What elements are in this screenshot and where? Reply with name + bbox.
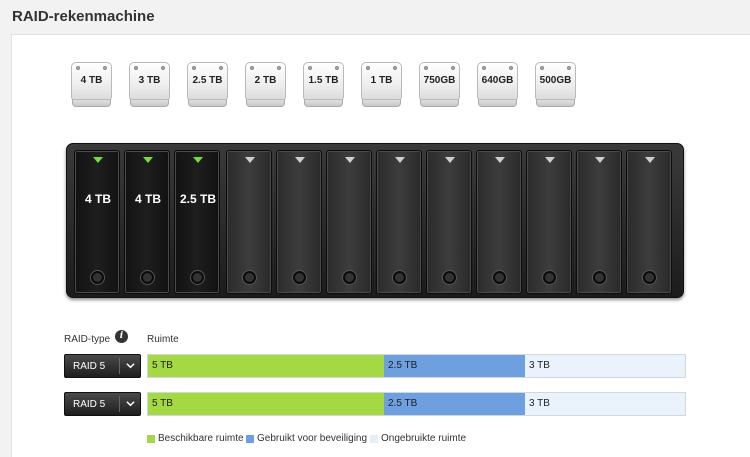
space-bar-2: 5 TB 2.5 TB 3 TB (147, 392, 686, 416)
unused-segment: 3 TB (525, 355, 685, 377)
drive-option-label: 1 TB (370, 75, 393, 86)
drive-option-label: 2 TB (254, 75, 277, 86)
drive-option-label: 640GB (481, 75, 514, 86)
legend-swatch (147, 435, 155, 443)
eject-button-icon (543, 271, 556, 284)
led-icon (645, 157, 655, 163)
drive-option-750gb[interactable]: 750GB (419, 62, 460, 108)
drive-bay-9[interactable] (476, 150, 522, 294)
raid-type-value: RAID 5 (73, 399, 106, 410)
led-icon (445, 157, 455, 163)
drive-bay-11[interactable] (576, 150, 622, 294)
drive-option-500gb[interactable]: 500GB (535, 62, 576, 108)
eject-button-icon (191, 271, 204, 284)
drive-option-2-5tb[interactable]: 2.5 TB (187, 62, 228, 108)
led-icon (295, 157, 305, 163)
drive-option-label: 750GB (423, 75, 456, 86)
drive-bay-6[interactable] (326, 150, 372, 294)
bay-drive-label: 4 TB (134, 192, 161, 206)
led-icon (495, 157, 505, 163)
space-bar-1: 5 TB 2.5 TB 3 TB (147, 354, 686, 378)
drive-option-640gb[interactable]: 640GB (477, 62, 518, 108)
chevron-down-icon (126, 401, 135, 407)
drive-option-label: 2.5 TB (192, 75, 223, 86)
drive-bay-10[interactable] (526, 150, 572, 294)
raid-type-select-2[interactable]: RAID 5 (64, 392, 141, 416)
raid-type-select-1[interactable]: RAID 5 (64, 354, 141, 378)
eject-button-icon (141, 271, 154, 284)
led-icon (345, 157, 355, 163)
legend-label: Beschikbare ruimte (158, 433, 244, 444)
drive-option-1tb[interactable]: 1 TB (361, 62, 402, 108)
eject-button-icon (593, 271, 606, 284)
legend-label: Ongebruikte ruimte (381, 433, 467, 444)
protection-segment: 2.5 TB (384, 393, 525, 415)
space-header: Ruimte (147, 334, 179, 345)
led-icon (93, 157, 103, 163)
drive-option-3tb[interactable]: 3 TB (129, 62, 170, 108)
drive-option-label: 3 TB (138, 75, 161, 86)
bay-drive-label: 2.5 TB (179, 192, 216, 206)
chevron-down-icon (126, 363, 135, 369)
legend-swatch (370, 435, 378, 443)
led-icon (143, 157, 153, 163)
drive-option-4tb[interactable]: 4 TB (71, 62, 112, 108)
drive-bay-5[interactable] (276, 150, 322, 294)
led-icon (545, 157, 555, 163)
drive-option-label: 4 TB (80, 75, 103, 86)
led-icon (193, 157, 203, 163)
usable-segment: 5 TB (148, 393, 384, 415)
eject-button-icon (91, 271, 104, 284)
legend-label: Gebruikt voor beveiliging (257, 433, 368, 444)
nas-chassis: 4 TB 4 TB 2.5 TB (66, 143, 684, 298)
led-icon (245, 157, 255, 163)
raid-type-header: RAID-type (64, 334, 111, 345)
drive-option-1-5tb[interactable]: 1.5 TB (303, 62, 344, 108)
bay-drive-label: 4 TB (84, 192, 111, 206)
info-icon[interactable]: i (115, 330, 128, 343)
eject-button-icon (343, 271, 356, 284)
raid-type-value: RAID 5 (73, 361, 106, 372)
led-icon (595, 157, 605, 163)
drive-bay-2[interactable]: 4 TB (124, 150, 170, 294)
led-icon (395, 157, 405, 163)
eject-button-icon (643, 271, 656, 284)
drive-bay-12[interactable] (626, 150, 672, 294)
eject-button-icon (243, 271, 256, 284)
eject-button-icon (443, 271, 456, 284)
drive-option-label: 500GB (539, 75, 572, 86)
eject-button-icon (293, 271, 306, 284)
drive-bay-7[interactable] (376, 150, 422, 294)
drive-bay-3[interactable]: 2.5 TB (174, 150, 220, 294)
eject-button-icon (393, 271, 406, 284)
usable-segment: 5 TB (148, 355, 384, 377)
drive-bay-4[interactable] (226, 150, 272, 294)
drive-option-label: 1.5 TB (308, 75, 339, 86)
drive-bay-1[interactable]: 4 TB (74, 150, 120, 294)
legend-swatch (246, 435, 254, 443)
page-title: RAID-rekenmachine (12, 8, 155, 25)
protection-segment: 2.5 TB (384, 355, 525, 377)
drive-option-2tb[interactable]: 2 TB (245, 62, 286, 108)
unused-segment: 3 TB (525, 393, 685, 415)
eject-button-icon (493, 271, 506, 284)
drive-bay-8[interactable] (426, 150, 472, 294)
